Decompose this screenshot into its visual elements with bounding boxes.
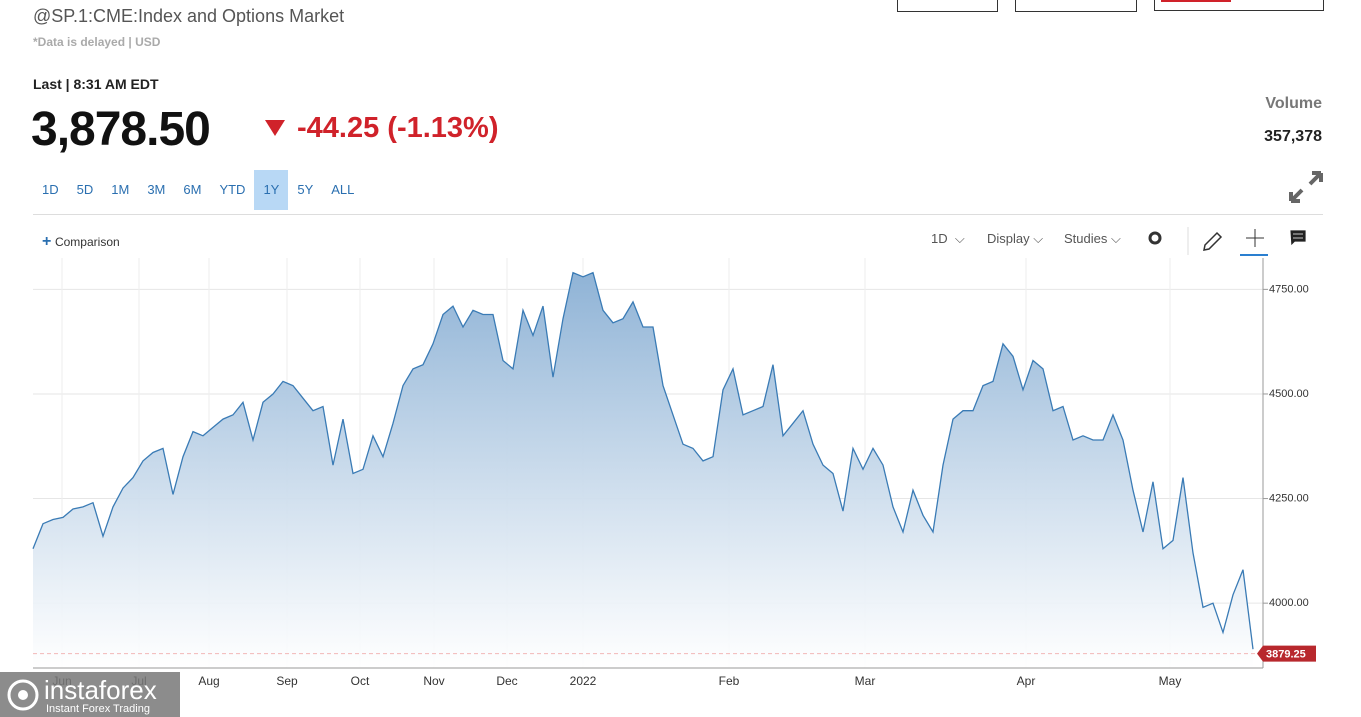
- range-button[interactable]: 1D: [42, 182, 59, 197]
- range-button[interactable]: ALL: [331, 182, 355, 197]
- separator: [33, 214, 1323, 215]
- volume: 357,378: [1264, 128, 1322, 145]
- change: -44.25 (-1.13%): [297, 112, 499, 144]
- range-button[interactable]: 6M: [183, 182, 202, 197]
- button[interactable]: [1015, 0, 1137, 12]
- toolbar-icons: [1148, 227, 1307, 256]
- volume-label: Volume: [1265, 95, 1322, 112]
- x-tick-label: 2022: [570, 674, 597, 688]
- gear[interactable]: [1148, 231, 1162, 245]
- title: @SP.1:CME:Index and Options Market: [33, 6, 345, 26]
- range-button[interactable]: 5Y: [297, 182, 314, 197]
- brand: instaforex: [44, 675, 157, 705]
- y-tick-label: 4500.00: [1269, 388, 1309, 400]
- x-tick-label: Aug: [198, 674, 219, 688]
- expand-icon[interactable]: [1288, 170, 1324, 204]
- range-button[interactable]: 1M: [111, 182, 130, 197]
- last-marker: [1257, 645, 1316, 662]
- price: 3,878.50: [31, 103, 211, 156]
- button[interactable]: [1154, 0, 1324, 11]
- x-tick-label: May: [1159, 674, 1182, 688]
- watermark: instaforex Instant Forex Trading: [0, 672, 180, 717]
- button[interactable]: [897, 0, 998, 12]
- logo: [7, 679, 39, 711]
- last-label: Last | 8:31 AM EDT: [33, 76, 159, 92]
- x-tick-label: Nov: [423, 674, 444, 688]
- studies[interactable]: Studies ⌵: [1064, 231, 1121, 246]
- comment[interactable]: [1289, 229, 1307, 247]
- crosshair[interactable]: [1246, 229, 1264, 247]
- y-tick-label: 4000.00: [1269, 597, 1309, 609]
- y-tick-label: 4750.00: [1269, 283, 1309, 295]
- x-tick-label: Dec: [496, 674, 517, 688]
- y-tick-label: 4250.00: [1269, 492, 1309, 504]
- interval[interactable]: 1D ⌵: [931, 231, 965, 246]
- range-button[interactable]: YTD: [219, 182, 246, 197]
- range-button[interactable]: 1Y: [254, 170, 289, 210]
- x-tick-label: Oct: [351, 674, 370, 688]
- x-tick-label: Mar: [855, 674, 876, 688]
- interval-label: 1D: [931, 231, 948, 246]
- display-label: Display: [987, 231, 1030, 246]
- tagline: Instant Forex Trading: [46, 703, 150, 715]
- x-tick-label: Apr: [1017, 674, 1036, 688]
- comparison[interactable]: + Comparison: [42, 233, 120, 250]
- range-button[interactable]: 5D: [76, 182, 94, 197]
- range-button[interactable]: 3M: [147, 182, 166, 197]
- accent: [1161, 0, 1231, 2]
- last-label: 3879.25: [1266, 649, 1306, 661]
- subtitle: *Data is delayed | USD: [33, 35, 161, 49]
- studies-label: Studies: [1064, 231, 1108, 246]
- down-arrow: [265, 120, 285, 136]
- range-bar: 1D 5D 1M 3M 6M YTD 1Y 5Y ALL: [33, 170, 363, 210]
- x-tick-label: Feb: [719, 674, 740, 688]
- line: [32, 271, 1254, 650]
- comparison-label: Comparison: [54, 235, 120, 249]
- display[interactable]: Display ⌵: [987, 231, 1044, 246]
- x-tick-label: Sep: [276, 674, 298, 688]
- pencil[interactable]: [1203, 231, 1223, 251]
- area: [33, 272, 1253, 668]
